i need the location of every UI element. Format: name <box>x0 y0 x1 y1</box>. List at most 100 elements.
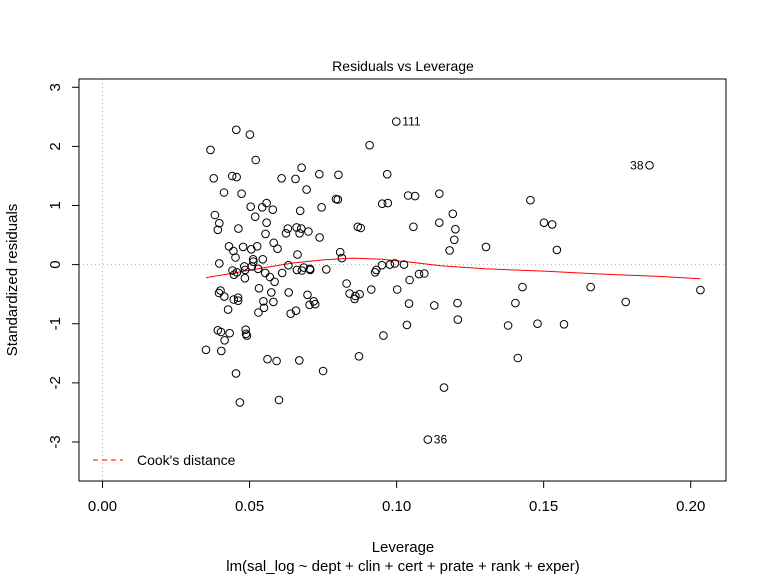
data-point-6 <box>215 259 224 268</box>
data-point-135 <box>420 269 429 278</box>
data-point-156 <box>559 320 569 329</box>
data-point-51 <box>254 308 263 317</box>
chart-title: Residuals vs Leverage <box>332 58 474 74</box>
data-point-26 <box>232 268 242 277</box>
data-point-113 <box>354 352 364 361</box>
labeled-point-38 <box>645 161 654 170</box>
data-point-107 <box>342 279 351 288</box>
data-point-10 <box>216 327 226 337</box>
data-point-25 <box>231 253 240 262</box>
y-tick-label-4: 1 <box>47 201 64 209</box>
data-point-52 <box>257 203 267 212</box>
data-point-116 <box>367 285 376 294</box>
data-point-99 <box>317 203 326 212</box>
data-point-37 <box>241 325 250 335</box>
x-tick-label-2: 0.10 <box>382 498 411 515</box>
data-point-36 <box>240 273 250 283</box>
data-point-96 <box>310 299 320 309</box>
data-point-152 <box>533 319 542 329</box>
data-point-70 <box>277 174 286 183</box>
data-point-60 <box>263 354 272 364</box>
data-point-150 <box>518 282 527 292</box>
data-point-120 <box>377 260 387 270</box>
data-point-125 <box>390 259 400 268</box>
data-point-143 <box>451 224 460 234</box>
data-point-1 <box>206 145 215 155</box>
data-point-3 <box>210 210 220 220</box>
data-point-100 <box>318 366 328 376</box>
data-point-50 <box>254 284 264 293</box>
data-point-74 <box>284 260 293 270</box>
data-point-82 <box>295 229 304 238</box>
y-tick-label-5: 2 <box>47 142 64 150</box>
data-point-54 <box>259 297 268 306</box>
point-labels-layer: 111 38 36 <box>392 115 654 447</box>
data-point-147 <box>503 321 513 330</box>
x-tick-label-1: 0.05 <box>235 498 264 515</box>
data-point-57 <box>262 198 271 208</box>
y-tick-label-1: -2 <box>47 376 64 389</box>
data-point-48 <box>252 242 262 251</box>
data-point-131 <box>405 275 414 285</box>
data-point-118 <box>372 265 381 275</box>
data-point-122 <box>382 169 392 179</box>
data-point-127 <box>399 260 409 269</box>
data-point-56 <box>261 229 270 239</box>
data-point-146 <box>481 242 491 252</box>
data-point-38 <box>241 329 251 339</box>
data-point-8 <box>216 286 225 295</box>
data-point-91 <box>303 290 312 300</box>
data-point-16 <box>224 242 234 251</box>
data-point-17 <box>225 328 234 338</box>
data-point-141 <box>448 209 458 219</box>
data-point-44 <box>249 257 258 267</box>
data-point-29 <box>233 293 243 303</box>
data-point-112 <box>356 223 366 233</box>
data-point-22 <box>229 295 238 304</box>
data-point-35 <box>240 265 250 275</box>
data-point-24 <box>232 172 241 182</box>
x-tick-label-3: 0.15 <box>529 498 558 515</box>
data-point-108 <box>345 289 354 298</box>
data-point-71 <box>277 268 287 278</box>
smooth-line <box>205 257 701 280</box>
data-point-153 <box>539 218 549 227</box>
data-point-154 <box>547 220 557 229</box>
data-point-83 <box>297 163 306 172</box>
data-point-101 <box>322 265 331 274</box>
x-axis-label: Leverage <box>372 539 435 556</box>
data-point-104 <box>334 170 343 180</box>
data-point-55 <box>259 303 269 313</box>
data-point-106 <box>337 253 347 263</box>
data-point-105 <box>335 247 345 257</box>
data-point-85 <box>297 224 306 233</box>
data-point-41 <box>246 202 255 211</box>
data-point-114 <box>355 289 364 299</box>
data-point-142 <box>450 235 459 245</box>
plot-box <box>78 78 727 482</box>
data-point-148 <box>511 298 520 308</box>
data-point-39 <box>242 331 252 340</box>
x-axis: 0.00 0.05 0.10 0.15 0.20 <box>88 480 705 515</box>
labeled-point-36 <box>423 435 433 444</box>
data-point-89 <box>302 185 311 194</box>
data-point-30 <box>233 296 243 306</box>
data-point-145 <box>453 315 463 324</box>
data-point-126 <box>392 285 402 294</box>
data-point-0 <box>201 345 211 355</box>
data-point-45 <box>247 262 257 271</box>
data-point-27 <box>231 369 241 378</box>
data-point-103 <box>333 195 343 204</box>
data-point-129 <box>403 191 413 200</box>
data-point-121 <box>379 331 388 340</box>
data-point-132 <box>409 222 418 232</box>
data-point-133 <box>410 191 420 201</box>
data-point-18 <box>227 171 237 181</box>
data-point-15 <box>223 305 233 314</box>
data-point-80 <box>291 306 301 316</box>
data-point-69 <box>274 395 284 405</box>
data-point-158 <box>621 297 631 307</box>
data-point-2 <box>209 174 218 183</box>
data-point-139 <box>439 383 449 392</box>
